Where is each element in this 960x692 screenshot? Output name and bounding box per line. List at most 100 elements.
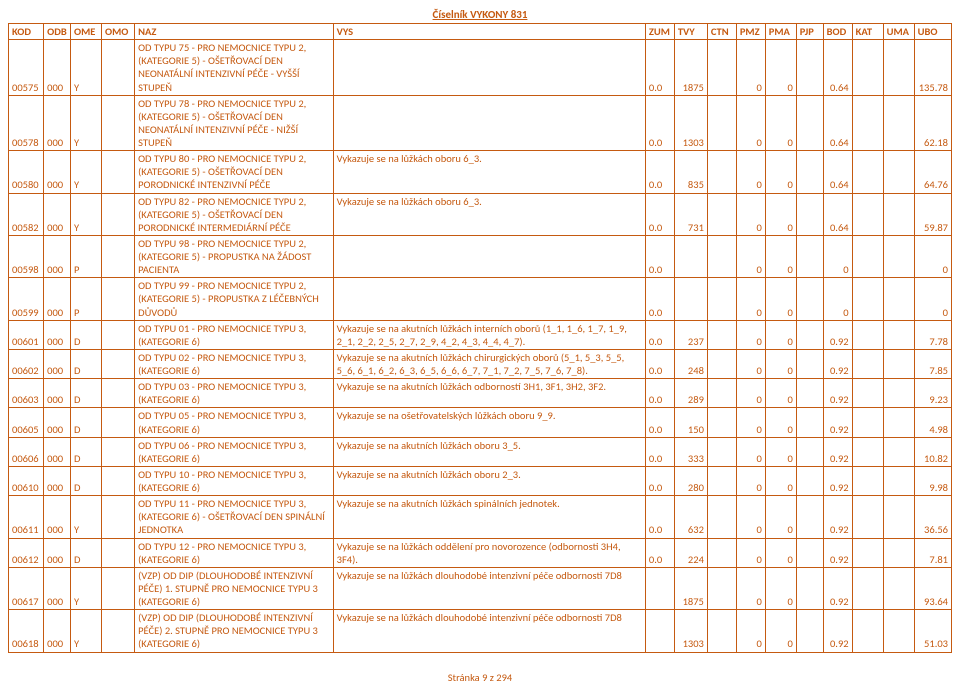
cell-ome: P	[71, 235, 102, 277]
cell-naz: OD TYPU 06 - PRO NEMOCNICE TYPU 3, (KATE…	[135, 437, 334, 466]
cell-uma	[883, 379, 914, 408]
col-ome: OME	[71, 24, 102, 40]
cell-odb: 000	[44, 408, 71, 437]
cell-pma: 0	[765, 320, 796, 349]
cell-odb: 000	[44, 193, 71, 235]
table-row: 00606000DOD TYPU 06 - PRO NEMOCNICE TYPU…	[9, 437, 952, 466]
cell-omo	[102, 610, 135, 652]
cell-tvy: 333	[674, 437, 707, 466]
cell-pma: 0	[765, 437, 796, 466]
cell-pjp	[796, 538, 823, 567]
cell-kat	[852, 278, 883, 320]
cell-ubo: 9.23	[914, 379, 951, 408]
cell-odb: 000	[44, 538, 71, 567]
cell-naz: OD TYPU 01 - PRO NEMOCNICE TYPU 3, (KATE…	[135, 320, 334, 349]
cell-bod: 0.92	[823, 320, 852, 349]
cell-vys: Vykazuje se na lůžkách oddělení pro novo…	[333, 538, 645, 567]
cell-naz: (VZP) OD DIP (DLOUHODOBÉ INTENZIVNÍ PÉČE…	[135, 567, 334, 609]
cell-zum: 0.0	[645, 278, 674, 320]
cell-tvy: 224	[674, 538, 707, 567]
cell-ctn	[707, 567, 736, 609]
cell-pjp	[796, 235, 823, 277]
cell-kod: 00612	[9, 538, 44, 567]
cell-bod: 0.92	[823, 567, 852, 609]
cell-pma: 0	[765, 235, 796, 277]
page-footer: Stránka 9 z 294	[8, 671, 952, 684]
cell-pma: 0	[765, 278, 796, 320]
cell-omo	[102, 349, 135, 378]
cell-pmz: 0	[736, 40, 765, 96]
cell-pmz: 0	[736, 408, 765, 437]
cell-uma	[883, 151, 914, 193]
cell-uma	[883, 349, 914, 378]
cell-bod: 0	[823, 278, 852, 320]
cell-zum	[645, 567, 674, 609]
cell-omo	[102, 538, 135, 567]
cell-bod: 0.92	[823, 379, 852, 408]
cell-uma	[883, 193, 914, 235]
cell-ubo: 7.81	[914, 538, 951, 567]
cell-kat	[852, 610, 883, 652]
cell-omo	[102, 437, 135, 466]
cell-zum: 0.0	[645, 349, 674, 378]
cell-kat	[852, 349, 883, 378]
cell-ubo: 7.78	[914, 320, 951, 349]
cell-vys: Vykazuje se na ošetřovatelských lůžkách …	[333, 408, 645, 437]
cell-kat	[852, 379, 883, 408]
cell-ubo: 10.82	[914, 437, 951, 466]
cell-pma: 0	[765, 610, 796, 652]
cell-naz: OD TYPU 98 - PRO NEMOCNICE TYPU 2, (KATE…	[135, 235, 334, 277]
col-odb: ODB	[44, 24, 71, 40]
cell-omo	[102, 40, 135, 96]
cell-pjp	[796, 95, 823, 151]
cell-bod: 0.92	[823, 349, 852, 378]
table-row: 00578000YOD TYPU 78 - PRO NEMOCNICE TYPU…	[9, 95, 952, 151]
cell-odb: 000	[44, 466, 71, 495]
cell-tvy: 248	[674, 349, 707, 378]
cell-tvy: 1303	[674, 95, 707, 151]
cell-ubo: 62.18	[914, 95, 951, 151]
cell-ctn	[707, 151, 736, 193]
cell-pma: 0	[765, 408, 796, 437]
cell-odb: 000	[44, 95, 71, 151]
cell-ctn	[707, 278, 736, 320]
cell-pjp	[796, 349, 823, 378]
cell-ome: Y	[71, 496, 102, 538]
cell-uma	[883, 538, 914, 567]
cell-ome: D	[71, 437, 102, 466]
cell-pjp	[796, 408, 823, 437]
cell-ctn	[707, 496, 736, 538]
cell-odb: 000	[44, 437, 71, 466]
cell-ome: D	[71, 408, 102, 437]
cell-pma: 0	[765, 151, 796, 193]
cell-zum: 0.0	[645, 320, 674, 349]
cell-zum: 0.0	[645, 95, 674, 151]
cell-pjp	[796, 610, 823, 652]
cell-zum: 0.0	[645, 538, 674, 567]
cell-bod: 0.92	[823, 408, 852, 437]
cell-naz: OD TYPU 75 - PRO NEMOCNICE TYPU 2, (KATE…	[135, 40, 334, 96]
cell-vys: Vykazuje se na akutních lůžkách odbornos…	[333, 379, 645, 408]
cell-uma	[883, 408, 914, 437]
cell-omo	[102, 496, 135, 538]
cell-naz: OD TYPU 12 - PRO NEMOCNICE TYPU 3, (KATE…	[135, 538, 334, 567]
cell-naz: OD TYPU 11 - PRO NEMOCNICE TYPU 3, (KATE…	[135, 496, 334, 538]
cell-naz: OD TYPU 78 - PRO NEMOCNICE TYPU 2, (KATE…	[135, 95, 334, 151]
cell-pmz: 0	[736, 610, 765, 652]
cell-ubo: 4.98	[914, 408, 951, 437]
cell-uma	[883, 40, 914, 96]
cell-pmz: 0	[736, 379, 765, 408]
table-row: 00598000POD TYPU 98 - PRO NEMOCNICE TYPU…	[9, 235, 952, 277]
table-row: 00618000Y(VZP) OD DIP (DLOUHODOBÉ INTENZ…	[9, 610, 952, 652]
cell-tvy: 150	[674, 408, 707, 437]
table-row: 00599000POD TYPU 99 - PRO NEMOCNICE TYPU…	[9, 278, 952, 320]
cell-pma: 0	[765, 496, 796, 538]
cell-odb: 000	[44, 235, 71, 277]
cell-kat	[852, 320, 883, 349]
col-kat: KAT	[852, 24, 883, 40]
cell-tvy: 731	[674, 193, 707, 235]
cell-ubo: 0	[914, 278, 951, 320]
cell-uma	[883, 95, 914, 151]
cell-bod: 0.64	[823, 151, 852, 193]
cell-ome: Y	[71, 567, 102, 609]
